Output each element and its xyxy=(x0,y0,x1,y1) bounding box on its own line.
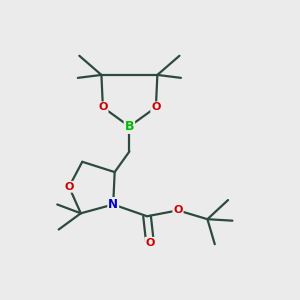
Text: O: O xyxy=(151,102,160,112)
Text: B: B xyxy=(124,120,134,133)
Text: O: O xyxy=(98,102,108,112)
Text: N: N xyxy=(108,198,118,211)
Text: O: O xyxy=(173,206,183,215)
Text: O: O xyxy=(64,182,74,192)
Text: O: O xyxy=(145,238,155,248)
